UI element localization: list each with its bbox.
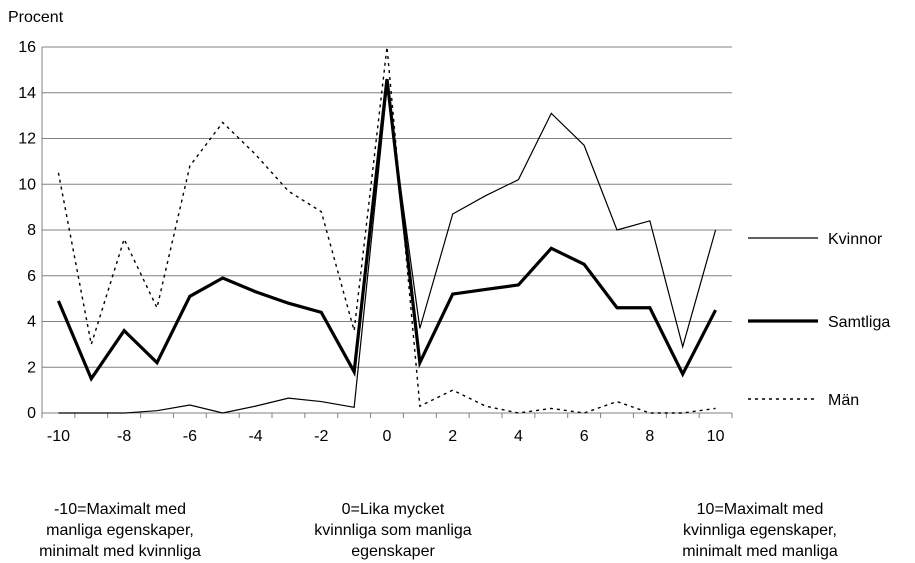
- y-tick-labels: 0 2 4 6 8 10 12 14 16: [18, 39, 36, 422]
- note-left-line: -10=Maximalt med: [53, 501, 187, 518]
- note-center-line: 0=Lika mycket: [341, 501, 445, 518]
- note-center: 0=Lika mycket kvinnliga som manliga egen…: [273, 499, 513, 562]
- note-center-line: kvinnliga som manliga: [314, 522, 472, 539]
- y-tick-label: 10: [18, 176, 36, 193]
- x-tick-label: 2: [448, 428, 457, 445]
- y-tick-label: 2: [27, 359, 36, 376]
- legend-label: Samtliga: [828, 314, 890, 331]
- y-axis-label: Procent: [8, 9, 64, 26]
- note-right-line: minimalt med manliga: [682, 543, 838, 560]
- y-tick-label: 12: [18, 131, 36, 148]
- x-tick-labels: -10 -8 -6 -4 -2 0 2 4 6 8 10: [47, 428, 725, 445]
- line-chart: Procent 0 2 4 6 8 10 12 14 16 -10 -8 -6 -4 -2 0 2 4 6 8 10…: [8, 9, 890, 445]
- y-tick-label: 4: [27, 314, 36, 331]
- axes: [41, 47, 733, 418]
- series-line-män: [57, 46, 716, 414]
- x-tick-label: -6: [183, 428, 197, 445]
- y-tick-label: 14: [18, 85, 36, 102]
- x-tick-label: -8: [117, 428, 131, 445]
- series-line-samtliga: [56, 78, 717, 383]
- note-left: -10=Maximalt med manliga egenskaper, min…: [0, 499, 240, 562]
- y-tick-label: 0: [27, 405, 36, 422]
- note-center-line: egenskaper: [351, 543, 435, 560]
- legend: Kvinnor Samtliga Män: [748, 231, 890, 409]
- x-tick-label: -4: [248, 428, 262, 445]
- y-tick-label: 6: [27, 268, 36, 285]
- gridlines: [42, 46, 732, 368]
- x-tick-label: 4: [514, 428, 523, 445]
- note-right-line: kvinnliga egenskaper,: [683, 522, 837, 539]
- x-tick-label: 0: [383, 428, 392, 445]
- note-left-line: manliga egenskaper,: [46, 522, 194, 539]
- legend-label: Män: [828, 392, 859, 409]
- x-tick-label: 6: [580, 428, 589, 445]
- x-tick-label: 10: [707, 428, 725, 445]
- note-right-line: 10=Maximalt med: [696, 501, 824, 518]
- x-tick-label: 8: [645, 428, 654, 445]
- y-tick-label: 8: [27, 222, 36, 239]
- y-tick-label: 16: [18, 39, 36, 56]
- series-lines: [56, 46, 717, 414]
- note-right: 10=Maximalt med kvinnliga egenskaper, mi…: [640, 499, 880, 562]
- x-tick-label: -10: [47, 428, 70, 445]
- note-left-line: minimalt med kvinnliga: [39, 543, 201, 560]
- legend-label: Kvinnor: [828, 231, 883, 248]
- x-tick-label: -2: [314, 428, 328, 445]
